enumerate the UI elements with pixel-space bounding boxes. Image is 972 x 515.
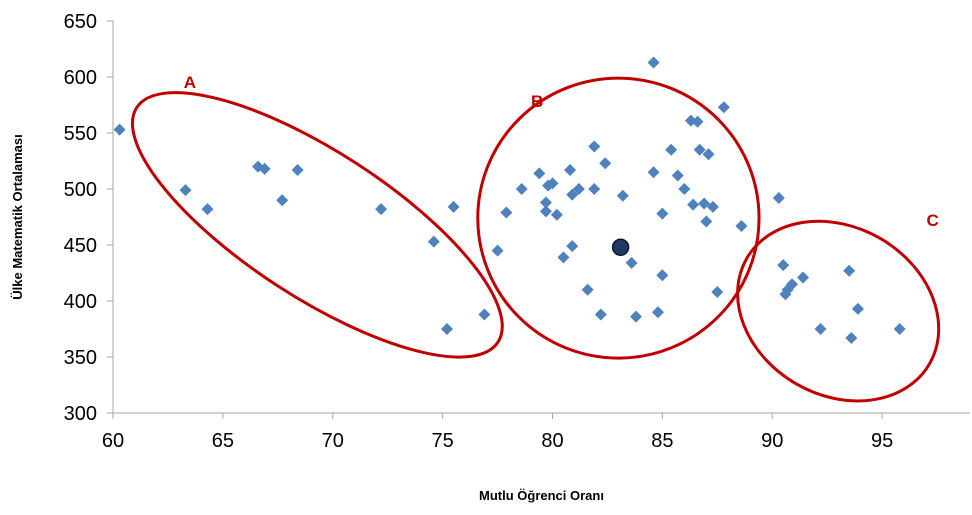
data-point (375, 203, 388, 216)
y-tick-label: 400 (64, 291, 97, 313)
data-point (687, 198, 700, 211)
data-point (647, 56, 660, 69)
y-tick-label: 350 (64, 347, 97, 369)
data-point (693, 143, 706, 156)
data-point (656, 269, 669, 282)
data-point (564, 163, 577, 176)
x-tick-label: 75 (431, 430, 453, 452)
data-point (665, 143, 678, 156)
data-point (796, 271, 809, 284)
data-points (113, 56, 906, 344)
data-point (557, 251, 570, 264)
data-point (651, 306, 664, 319)
data-point (698, 197, 711, 210)
group-label-b: B (531, 92, 543, 111)
data-point (447, 200, 460, 213)
data-point (478, 308, 491, 321)
data-point (851, 302, 864, 315)
y-axis-ticks: 300 350 400 450 500 550 600 650 (64, 11, 113, 425)
x-tick-label: 60 (102, 430, 124, 452)
data-point (845, 331, 858, 344)
data-point (441, 323, 454, 335)
data-point (113, 123, 126, 136)
y-tick-label: 450 (64, 235, 97, 257)
data-point (656, 207, 669, 220)
data-point (539, 196, 552, 209)
data-point (843, 264, 856, 277)
data-point (201, 203, 214, 216)
data-point (706, 200, 719, 213)
data-point (533, 167, 546, 180)
x-tick-label: 80 (541, 430, 563, 452)
data-point (625, 256, 638, 269)
data-point (599, 157, 612, 170)
highlight-point (611, 238, 630, 256)
data-point (786, 278, 799, 291)
data-point (491, 244, 504, 257)
y-tick-label: 550 (64, 123, 97, 145)
axes (112, 21, 970, 414)
group-ellipses: A B C (130, 73, 941, 403)
group-label-a: A (184, 73, 196, 92)
x-tick-label: 70 (322, 430, 344, 452)
data-point (735, 219, 748, 232)
x-tick-label: 95 (871, 430, 893, 452)
data-point (702, 148, 715, 161)
group-label-c: C (927, 211, 939, 230)
x-tick-label: 90 (761, 430, 783, 452)
x-tick-label: 85 (651, 430, 673, 452)
data-point (500, 206, 513, 219)
data-point (594, 308, 607, 321)
data-point (711, 286, 724, 299)
data-point (814, 323, 827, 335)
data-point (566, 188, 579, 201)
data-point (588, 183, 601, 195)
data-point (691, 115, 704, 128)
y-tick-label: 500 (64, 179, 97, 201)
data-point (777, 259, 790, 272)
data-point (258, 162, 271, 175)
data-point (566, 240, 579, 253)
data-point (616, 189, 629, 202)
data-point (276, 194, 289, 207)
data-point (772, 191, 785, 204)
data-point (550, 208, 563, 221)
x-axis-ticks: 60 65 70 75 80 85 90 95 (102, 413, 893, 452)
x-axis-title: Mutlu Öğrenci Oranı (479, 488, 604, 503)
data-point (427, 235, 440, 248)
data-point (700, 215, 713, 228)
data-point (581, 283, 594, 296)
data-point (717, 101, 730, 114)
data-point (893, 323, 906, 335)
x-tick-label: 65 (212, 430, 234, 452)
y-tick-label: 600 (64, 67, 97, 89)
data-point (678, 183, 691, 195)
data-point (515, 183, 528, 195)
data-point (291, 163, 304, 176)
group-ellipse-a (130, 91, 504, 359)
y-tick-label: 300 (64, 403, 97, 425)
data-point (671, 169, 684, 182)
data-point (629, 310, 642, 323)
data-point (539, 205, 552, 218)
y-axis-title: Ülke Matematik Ortalaması (10, 134, 25, 299)
data-point (179, 184, 192, 197)
data-point (588, 140, 601, 153)
group-ellipse-b (476, 76, 761, 360)
data-point (546, 177, 559, 190)
data-point (647, 166, 660, 179)
group-ellipse-c (736, 219, 941, 403)
data-point (572, 183, 585, 195)
y-tick-label: 650 (64, 11, 97, 33)
